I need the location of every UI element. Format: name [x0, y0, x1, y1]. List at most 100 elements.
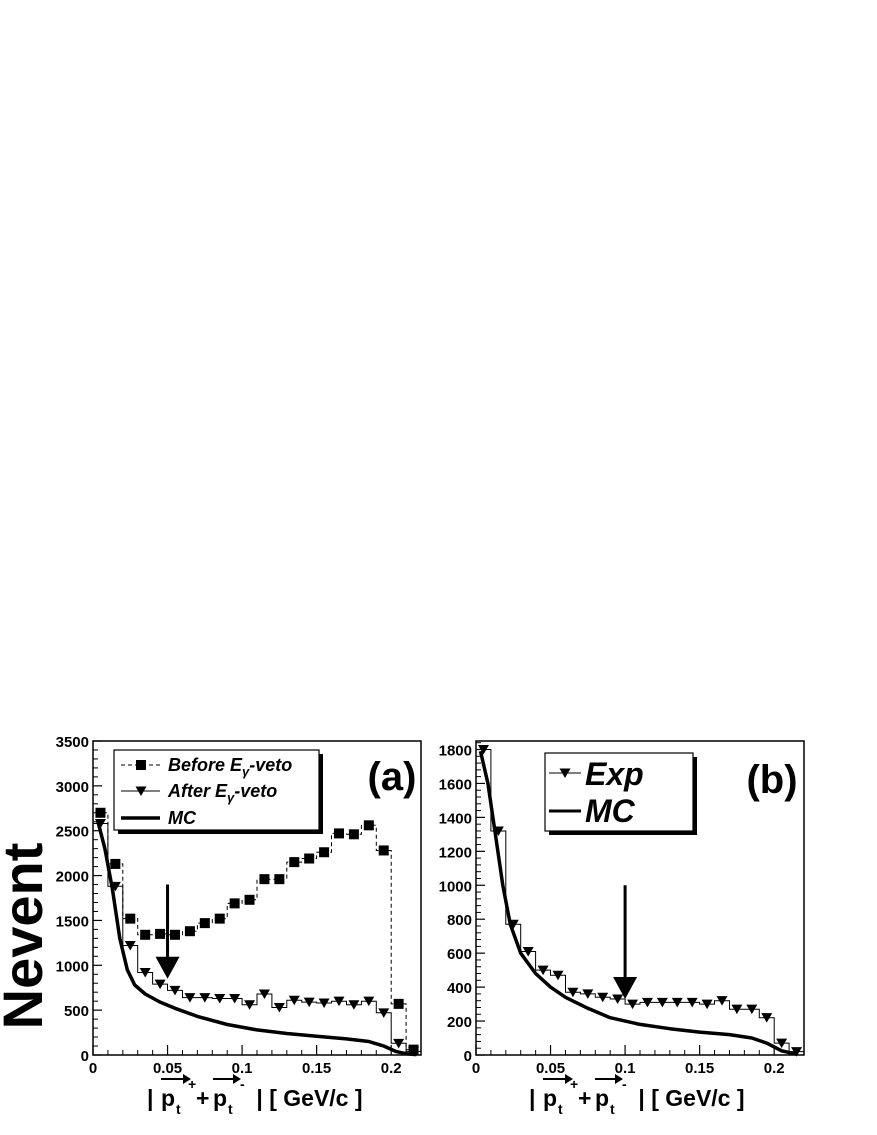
y-tick-label-b: 1400 — [439, 810, 472, 827]
y-tick-label-a: 3000 — [56, 779, 89, 796]
data-point-after-veto — [258, 989, 270, 999]
data-point-before-veto — [199, 918, 210, 929]
x-tick-label-a: 0.15 — [302, 1060, 331, 1077]
series-mc-curve-b — [478, 750, 797, 1056]
svg-text:p: p — [595, 1085, 609, 1111]
data-point-exp — [656, 997, 668, 1008]
data-point-exp — [686, 997, 698, 1008]
data-point-exp — [537, 965, 549, 976]
x-tick-label-b: 0 — [472, 1060, 480, 1077]
data-point-exp — [671, 997, 683, 1008]
svg-text:|: | — [529, 1085, 542, 1111]
y-tick-label-b: 800 — [447, 912, 472, 929]
data-point-before-veto — [140, 929, 151, 940]
data-point-before-veto — [363, 820, 374, 831]
y-tick-label-a: 1500 — [56, 913, 89, 930]
panel-b-x-axis: 0 0.05 0.1 0.15 0.2 — [472, 1045, 790, 1077]
svg-text:+: + — [578, 1085, 591, 1111]
data-point-before-veto — [229, 898, 240, 909]
data-point-after-veto — [124, 941, 136, 951]
svg-text:| [ GeV/c ]: | [ GeV/c ] — [632, 1085, 745, 1111]
panel-a: 0 500 1000 1500 2000 2500 3000 3500 0 0.05 0.1 0.1… — [56, 734, 422, 1117]
legend-entry-exp: Exp — [585, 756, 644, 792]
y-tick-label-b: 1600 — [439, 776, 472, 793]
y-tick-label-a: 0 — [81, 1048, 89, 1065]
legend-square-marker-icon — [136, 760, 146, 770]
panel-a-y-axis: 0 500 1000 1500 2000 2500 3000 3500 — [56, 734, 102, 1065]
x-tick-label-a: 0.1 — [232, 1060, 253, 1077]
cut-arrow-head-icon — [155, 956, 180, 979]
data-point-before-veto — [289, 857, 300, 868]
data-point-after-veto — [199, 993, 211, 1003]
legend-triangle-marker-icon — [559, 768, 571, 778]
panel-b-series-layer — [475, 744, 805, 1057]
y-tick-label-b: 1200 — [439, 844, 472, 861]
data-point-after-veto — [154, 979, 166, 990]
data-point-after-veto — [169, 985, 181, 996]
data-point-exp — [761, 1013, 773, 1023]
vector-arrow-icon — [543, 1074, 623, 1084]
svg-text:t: t — [228, 1101, 233, 1117]
y-tick-label-b: 200 — [447, 1014, 472, 1031]
x-tick-label-b: 0.05 — [536, 1060, 565, 1077]
svg-text:|: | — [147, 1085, 160, 1111]
data-point-after-veto — [244, 1000, 256, 1010]
cut-arrow-head-icon — [613, 976, 638, 999]
svg-text:-: - — [240, 1076, 245, 1092]
svg-text:p: p — [543, 1085, 557, 1111]
series-exp-histogram — [475, 749, 805, 1055]
data-point-before-veto — [348, 829, 359, 840]
panel-b-label: (b) — [746, 758, 797, 802]
svg-text:p: p — [213, 1085, 227, 1111]
svg-text:+: + — [196, 1085, 209, 1111]
legend-entry-mc-b: MC — [585, 793, 636, 829]
data-point-before-veto — [334, 828, 344, 839]
data-point-after-veto — [393, 1038, 405, 1049]
data-point-before-veto — [95, 807, 106, 818]
data-point-before-veto — [393, 998, 404, 1009]
svg-text:| [ GeV/c ]: | [ GeV/c ] — [250, 1085, 363, 1111]
svg-text:+: + — [570, 1076, 578, 1092]
x-tick-label-a: 0.2 — [381, 1060, 402, 1077]
panel-a-legend: Before Eγ-veto After Eγ-veto MC — [113, 749, 323, 834]
y-tick-label-a: 2000 — [56, 869, 89, 886]
y-tick-label-a: 3500 — [56, 734, 89, 751]
legend-entry-after-veto: After Eγ-veto — [167, 781, 277, 805]
data-point-before-veto — [155, 928, 166, 939]
data-point-before-veto — [214, 913, 225, 924]
panel-a-label: (a) — [368, 755, 417, 799]
data-point-before-veto — [184, 926, 195, 937]
y-axis-title: Nevent — [0, 843, 54, 1030]
y-tick-label-a: 2500 — [56, 824, 89, 841]
y-tick-label-b: 400 — [447, 980, 472, 997]
panel-b-legend: Exp MC — [544, 752, 697, 835]
y-tick-label-a: 500 — [64, 1003, 89, 1020]
series-mc-curve-a — [95, 819, 417, 1057]
data-point-before-veto — [378, 845, 389, 856]
data-point-exp — [522, 946, 534, 957]
data-point-after-veto — [288, 995, 300, 1006]
svg-text:p: p — [161, 1085, 175, 1111]
panel-a-x-axis-title: | p t + + p t - | [ GeV/c ] — [147, 1074, 363, 1117]
svg-text:-: - — [622, 1076, 627, 1092]
x-tick-label-b: 0.1 — [615, 1060, 636, 1077]
panel-a-arrow — [155, 884, 180, 979]
legend-triangle-marker-icon — [135, 786, 147, 796]
svg-text:t: t — [176, 1101, 181, 1117]
data-point-exp — [731, 1004, 743, 1015]
data-point-after-veto — [318, 998, 330, 1008]
data-point-before-veto — [170, 929, 180, 940]
x-tick-label-a: 0.05 — [153, 1060, 182, 1077]
data-point-exp — [597, 992, 609, 1003]
data-point-after-veto — [408, 1046, 420, 1057]
data-point-before-veto — [319, 847, 330, 858]
panel-b-arrow — [613, 885, 638, 999]
panel-a-x-axis: 0 0.05 0.1 0.15 0.2 — [89, 1045, 407, 1077]
data-point-after-veto — [273, 1002, 285, 1013]
svg-text:t: t — [610, 1101, 615, 1117]
panel-b-y-axis: 0 200 400 600 800 1000 1200 1400 1600 1800 — [439, 742, 485, 1065]
panel-a-series-layer — [92, 807, 422, 1057]
data-point-after-veto — [363, 996, 375, 1007]
y-tick-label-a: 1000 — [56, 958, 89, 975]
